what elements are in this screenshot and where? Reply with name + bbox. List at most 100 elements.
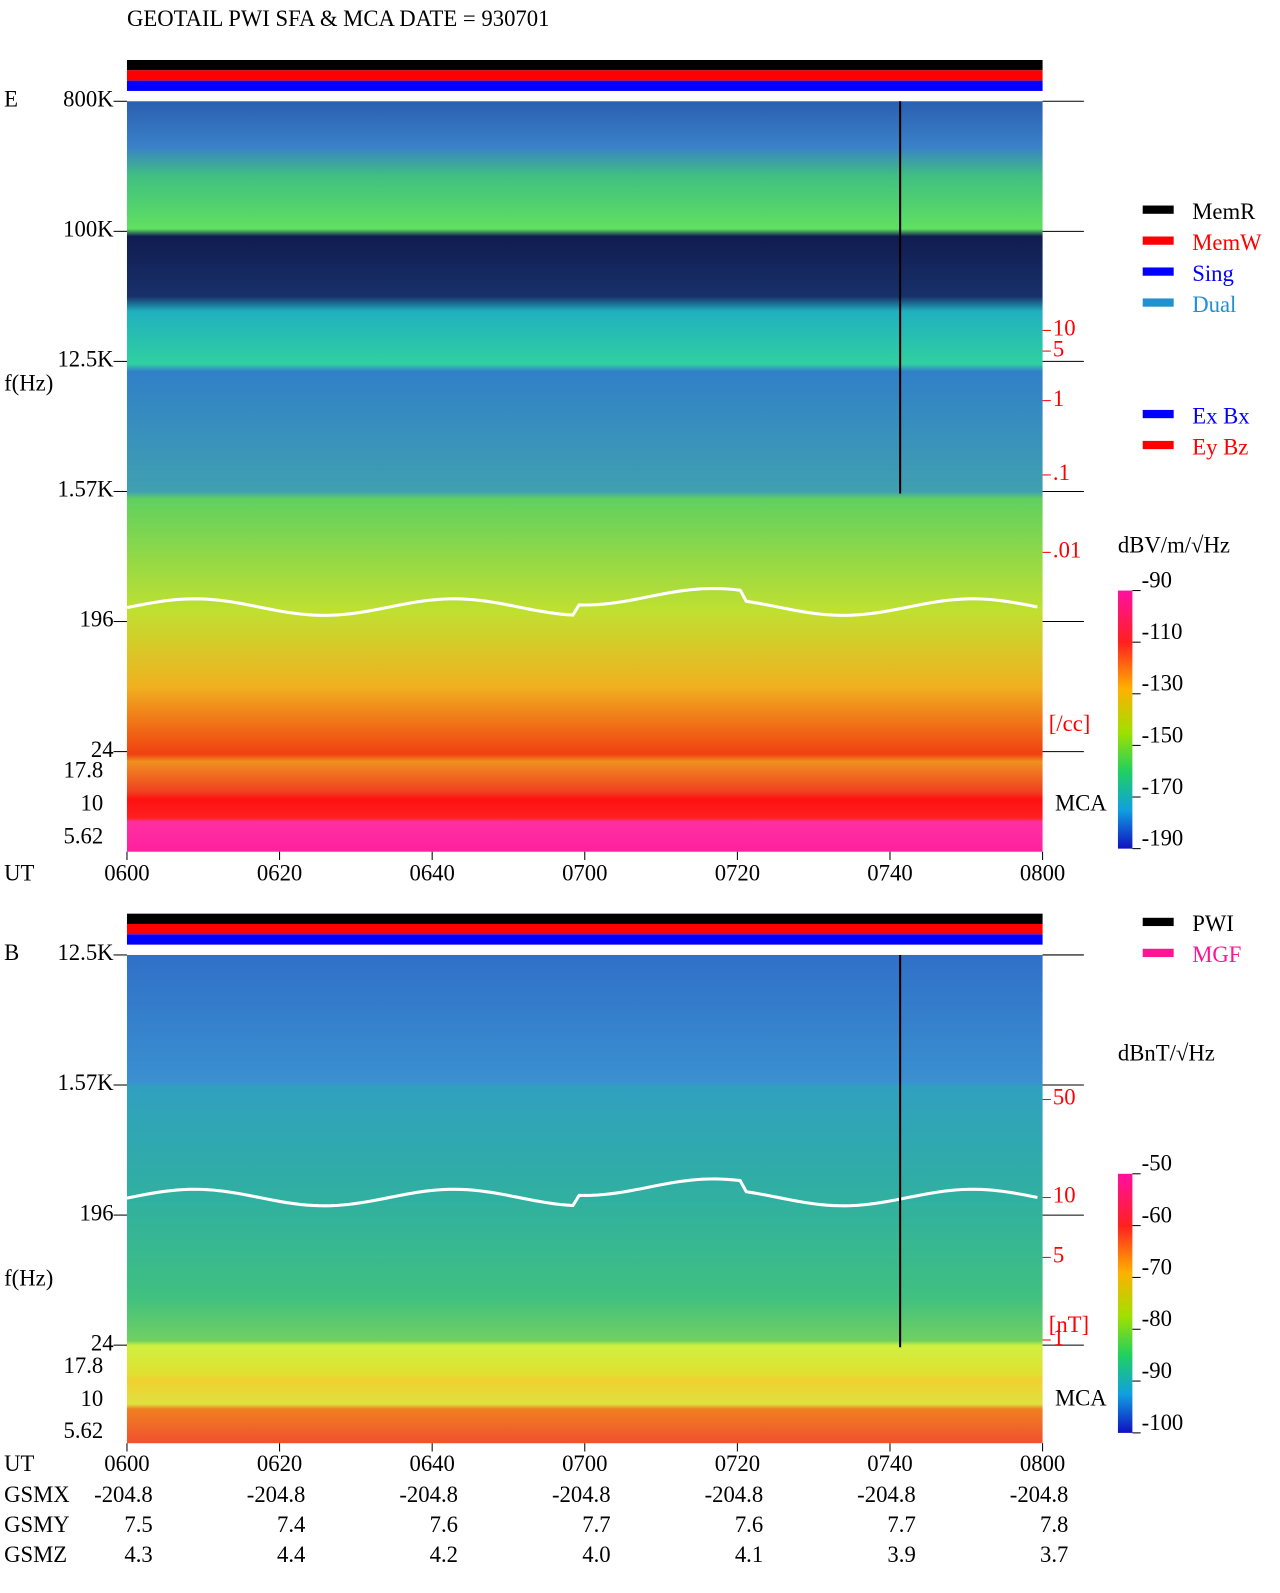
orbit-value: 7.6 bbox=[430, 1512, 458, 1537]
orbit-value: 7.5 bbox=[124, 1512, 152, 1537]
orbit-value: 7.4 bbox=[277, 1512, 305, 1537]
legend-label: Sing bbox=[1192, 261, 1234, 286]
mode-bar bbox=[126, 59, 1043, 71]
x-tick-label: 0720 bbox=[715, 1451, 760, 1476]
density-tick-label: .1 bbox=[1053, 460, 1070, 485]
orbit-value: 3.7 bbox=[1040, 1542, 1068, 1567]
mode-bar bbox=[126, 80, 1043, 91]
orbit-value: -204.8 bbox=[1010, 1482, 1069, 1507]
orbit-value: 7.7 bbox=[887, 1512, 915, 1537]
x-tick-label: 0700 bbox=[562, 1451, 607, 1476]
colorbar-tick-label: -90 bbox=[1142, 568, 1172, 593]
legend-swatch bbox=[1142, 917, 1174, 927]
colorbar-tick-label: -90 bbox=[1142, 1358, 1172, 1383]
legend-swatch bbox=[1142, 205, 1174, 214]
orbit-value: 7.7 bbox=[582, 1512, 610, 1537]
density-tick-label: 1 bbox=[1053, 386, 1064, 411]
panel-label: B bbox=[4, 940, 19, 965]
legend-label: MemW bbox=[1192, 230, 1262, 255]
y-tick-label: 12.5K bbox=[57, 347, 114, 372]
density-tick-label: 5 bbox=[1053, 336, 1064, 361]
y-tick-label: 196 bbox=[80, 607, 114, 632]
x-tick-label: 0800 bbox=[1020, 861, 1065, 886]
title: GEOTAIL PWI SFA & MCA DATE = 930701 bbox=[127, 6, 550, 31]
colorbar bbox=[1117, 1173, 1133, 1433]
orbit-label: GSMZ bbox=[4, 1542, 67, 1567]
legend-swatch bbox=[1142, 236, 1174, 245]
orbit-value: 4.3 bbox=[124, 1542, 152, 1567]
x-tick-label: 0640 bbox=[409, 861, 454, 886]
y-tick-label: 1.57K bbox=[57, 1070, 114, 1095]
colorbar-tick-label: -50 bbox=[1142, 1151, 1172, 1176]
x-axis-label: UT bbox=[4, 1451, 34, 1476]
legend-swatch bbox=[1142, 948, 1174, 958]
density-unit: [nT] bbox=[1049, 1312, 1089, 1337]
colorbar-tick-label: -150 bbox=[1142, 722, 1184, 747]
y-axis-label: f(Hz) bbox=[4, 1265, 53, 1290]
x-tick-label: 0600 bbox=[104, 861, 149, 886]
density-tick-label: 1 bbox=[1053, 1325, 1064, 1350]
mca-label: MCA bbox=[1055, 1386, 1107, 1411]
colorbar-unit: dBV/m/√Hz bbox=[1118, 532, 1230, 557]
y-tick-label: 800K bbox=[63, 86, 114, 111]
x-tick-label: 0800 bbox=[1020, 1451, 1065, 1476]
colorbar-unit: dBnT/√Hz bbox=[1118, 1040, 1215, 1065]
y-tick-label: 24 bbox=[91, 1330, 114, 1355]
density-tick-label: 50 bbox=[1053, 1085, 1076, 1110]
mode-bar bbox=[126, 934, 1043, 945]
legend-label: Dual bbox=[1192, 292, 1236, 317]
orbit-value: 4.1 bbox=[735, 1542, 763, 1567]
x-tick-label: 0600 bbox=[104, 1451, 149, 1476]
colorbar-tick-label: -170 bbox=[1142, 774, 1184, 799]
legend-label: Ex Bx bbox=[1192, 403, 1250, 428]
x-tick-label: 0640 bbox=[409, 1451, 454, 1476]
mca-tick-label: 10 bbox=[81, 1386, 104, 1411]
density-tick-label: 10 bbox=[1053, 1183, 1076, 1208]
x-tick-label: 0740 bbox=[867, 1451, 912, 1476]
colorbar bbox=[1117, 590, 1133, 849]
x-tick-label: 0620 bbox=[257, 1451, 302, 1476]
orbit-value: 7.8 bbox=[1040, 1512, 1068, 1537]
legend-label: MemR bbox=[1192, 199, 1256, 224]
legend-label: PWI bbox=[1192, 911, 1234, 936]
orbit-value: -204.8 bbox=[94, 1482, 153, 1507]
panel-label: E bbox=[4, 86, 18, 111]
orbit-value: 4.4 bbox=[277, 1542, 305, 1567]
y-tick-label: 24 bbox=[91, 737, 114, 762]
legend-swatch bbox=[1142, 298, 1174, 307]
orbit-value: 4.0 bbox=[582, 1542, 610, 1567]
spectrogram bbox=[126, 101, 1043, 852]
legend-swatch bbox=[1142, 267, 1174, 276]
y-axis-label: f(Hz) bbox=[4, 370, 53, 395]
colorbar-tick-label: -60 bbox=[1142, 1203, 1172, 1228]
plasma-line bbox=[126, 586, 1038, 617]
orbit-value: -204.8 bbox=[399, 1482, 458, 1507]
density-tick-label: .01 bbox=[1053, 538, 1081, 563]
y-tick-label: 1.57K bbox=[57, 477, 114, 502]
x-tick-label: 0620 bbox=[257, 861, 302, 886]
legend-swatch bbox=[1142, 409, 1174, 419]
orbit-value: -204.8 bbox=[857, 1482, 916, 1507]
density-unit: [/cc] bbox=[1049, 711, 1091, 736]
mca-tick-label: 5.62 bbox=[64, 1418, 104, 1443]
spectrogram bbox=[126, 954, 1043, 1444]
plasma-line bbox=[126, 1177, 1038, 1208]
orbit-value: -204.8 bbox=[705, 1482, 764, 1507]
legend-label: Ey Bz bbox=[1192, 434, 1248, 459]
orbit-value: 7.6 bbox=[735, 1512, 763, 1537]
colorbar-tick-label: -100 bbox=[1142, 1410, 1184, 1435]
orbit-label: GSMX bbox=[4, 1482, 70, 1507]
y-tick-label: 100K bbox=[63, 217, 114, 242]
x-tick-label: 0700 bbox=[562, 861, 607, 886]
x-tick-label: 0720 bbox=[715, 861, 760, 886]
legend-label: MGF bbox=[1192, 942, 1241, 967]
mca-tick-label: 5.62 bbox=[64, 824, 104, 849]
colorbar-tick-label: -80 bbox=[1142, 1306, 1172, 1331]
orbit-value: -204.8 bbox=[552, 1482, 611, 1507]
y-tick-label: 196 bbox=[80, 1200, 114, 1225]
mca-label: MCA bbox=[1055, 790, 1107, 815]
mode-bar bbox=[126, 70, 1043, 81]
colorbar-tick-label: -70 bbox=[1142, 1254, 1172, 1279]
y-tick-label: 12.5K bbox=[57, 940, 114, 965]
